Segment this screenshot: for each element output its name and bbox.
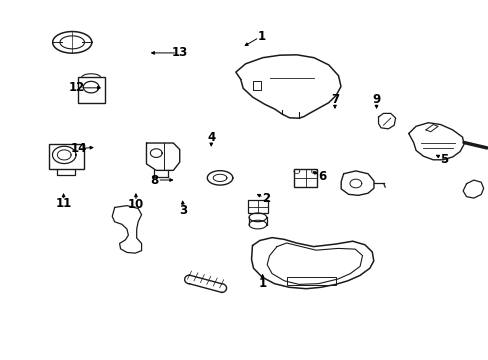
Text: 9: 9 — [372, 93, 380, 106]
Text: 6: 6 — [318, 170, 326, 183]
Text: 1: 1 — [258, 277, 266, 290]
Text: 7: 7 — [330, 93, 338, 106]
Bar — [247, 201, 267, 213]
Text: 8: 8 — [150, 174, 158, 186]
Text: 10: 10 — [127, 198, 144, 211]
Text: 4: 4 — [207, 131, 215, 144]
Text: 3: 3 — [179, 204, 187, 217]
Text: 12: 12 — [69, 81, 85, 94]
Text: 11: 11 — [55, 197, 72, 210]
Text: 13: 13 — [171, 46, 188, 59]
Text: 1: 1 — [257, 30, 265, 42]
Bar — [286, 277, 335, 285]
Bar — [49, 144, 84, 169]
Text: 14: 14 — [71, 142, 87, 155]
Bar — [78, 77, 104, 103]
Text: 2: 2 — [262, 192, 269, 205]
Text: 5: 5 — [439, 153, 447, 166]
Bar — [293, 169, 317, 186]
